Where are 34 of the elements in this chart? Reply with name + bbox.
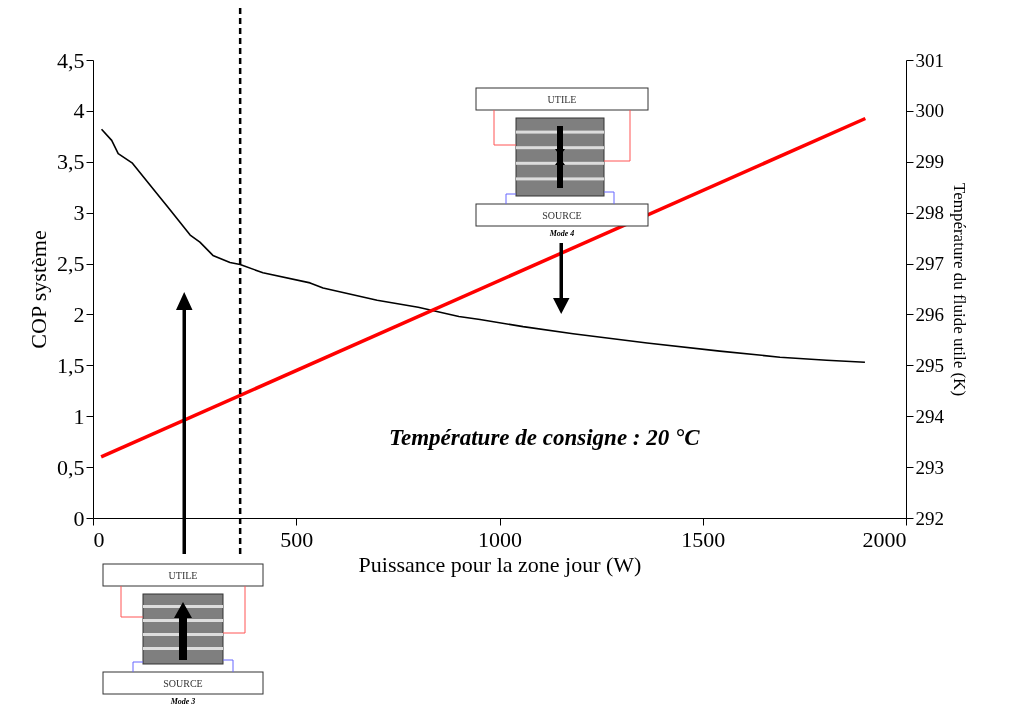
y-tick-label: 4,5: [57, 47, 85, 73]
y2-tick-label: 301: [915, 49, 944, 71]
y2-tick-label: 297: [915, 253, 944, 275]
y-tick-label: 1,5: [57, 352, 85, 378]
y2-tick-label: 296: [915, 303, 944, 325]
y-axis-title: COP système: [26, 230, 51, 349]
heat-pump-diagram: UTILE SOURCE Mode 4: [475, 87, 649, 238]
y2-tick-label: 300: [915, 100, 944, 122]
y-tick-label: 2: [73, 301, 85, 327]
y2-tick-label: 295: [915, 354, 944, 376]
y2-tick-label: 299: [915, 151, 944, 173]
x-tick-label: 2000: [862, 526, 907, 552]
annotation: UTILE: [547, 94, 577, 105]
x-tick-label: 1000: [478, 526, 522, 552]
y2-axis-title: Température du fluide utile (K): [950, 182, 969, 397]
y2-tick-label: 294: [915, 405, 945, 427]
y-tick-label: 1: [73, 403, 85, 429]
y-tick-label: 3,5: [57, 149, 85, 175]
y-tick-label: 0: [73, 505, 85, 531]
y-tick-label: 4: [73, 98, 85, 124]
annotation: Mode 4: [548, 229, 575, 238]
y-tick-label: 2,5: [57, 251, 85, 277]
heat-pump-diagram: UTILE SOURCE Mode 3: [102, 563, 264, 706]
x-tick-label: 1500: [681, 526, 726, 552]
y-tick-label: 0,5: [57, 454, 85, 480]
y2-tick-label: 298: [915, 202, 944, 224]
x-tick-label: 500: [280, 526, 314, 552]
annotation: SOURCE: [542, 210, 582, 221]
annotation: Température de consigne : 20 °C: [389, 425, 701, 450]
x-axis-title: Puissance pour la zone jour (W): [358, 551, 642, 577]
x-tick-label: 0: [93, 526, 105, 552]
y2-tick-label: 292: [915, 507, 944, 529]
y2-tick-label: 293: [915, 456, 944, 478]
y-tick-label: 3: [73, 200, 85, 226]
